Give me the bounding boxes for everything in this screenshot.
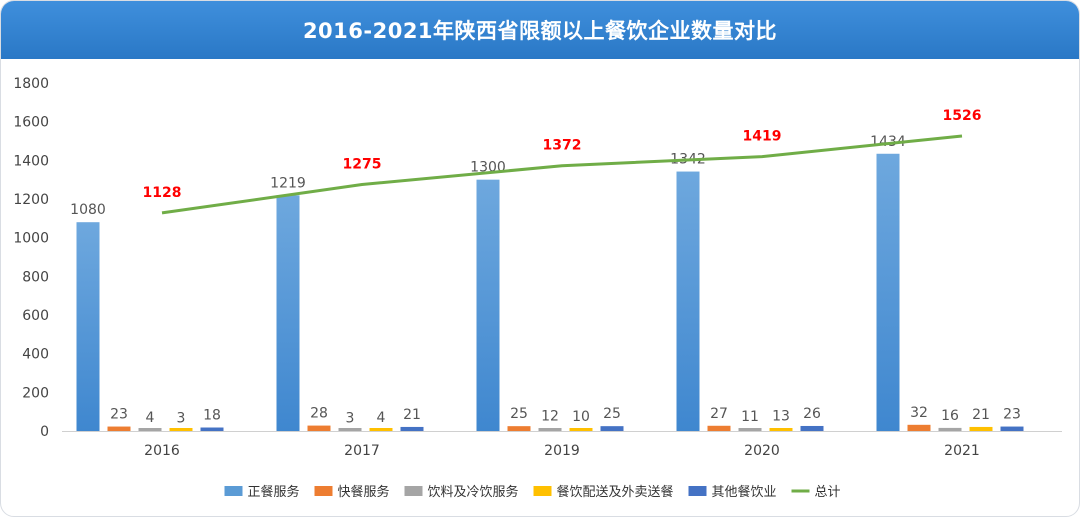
legend-label: 餐饮配送及外卖送餐 xyxy=(557,484,674,500)
bar-4 xyxy=(569,428,593,431)
bar-2 xyxy=(107,426,131,431)
bar-data-label: 21 xyxy=(972,407,990,423)
y-tick-label: 1000 xyxy=(13,231,49,247)
legend-swatch xyxy=(314,486,333,496)
bar-1 xyxy=(276,195,300,431)
bar-data-label: 1080 xyxy=(70,202,106,218)
bar-3 xyxy=(138,428,162,431)
y-tick-label: 400 xyxy=(22,347,49,363)
bar-1 xyxy=(876,153,900,431)
bar-data-label: 1219 xyxy=(270,175,306,191)
bar-3 xyxy=(538,428,562,431)
total-data-label: 1372 xyxy=(543,138,582,154)
legend-label: 快餐服务 xyxy=(338,484,390,500)
x-tick-label: 2020 xyxy=(744,443,780,459)
legend-swatch xyxy=(404,486,423,496)
total-data-label: 1275 xyxy=(343,157,382,173)
legend-swatch xyxy=(533,486,552,496)
bar-1 xyxy=(476,179,500,431)
bar-3 xyxy=(938,427,962,431)
chart-title-bar: 2016-2021年陕西省限额以上餐饮企业数量对比 xyxy=(1,1,1079,59)
bar-data-label: 25 xyxy=(603,406,621,422)
total-data-label: 1419 xyxy=(743,129,782,145)
bar-5 xyxy=(400,426,424,431)
total-data-label: 1526 xyxy=(943,108,982,124)
bar-5 xyxy=(600,426,624,431)
bar-2 xyxy=(507,426,531,431)
bar-data-label: 12 xyxy=(541,409,559,425)
bar-data-label: 23 xyxy=(1003,407,1021,423)
bar-5 xyxy=(200,427,224,431)
bar-data-label: 25 xyxy=(510,406,528,422)
bar-5 xyxy=(800,425,824,431)
bar-4 xyxy=(769,428,793,431)
legend-swatch xyxy=(688,486,707,496)
bar-4 xyxy=(169,428,193,431)
y-tick-label: 800 xyxy=(22,269,49,285)
legend-label: 其他餐饮业 xyxy=(712,484,777,500)
x-tick-label: 2017 xyxy=(344,443,380,459)
bar-data-label: 4 xyxy=(146,410,155,426)
bar-data-label: 26 xyxy=(803,406,821,422)
bar-data-label: 23 xyxy=(110,407,128,423)
bar-data-label: 3 xyxy=(177,410,186,426)
bar-data-label: 13 xyxy=(772,408,790,424)
bar-5 xyxy=(1000,426,1024,431)
bar-data-label: 28 xyxy=(310,406,328,422)
chart-title: 2016-2021年陕西省限额以上餐饮企业数量对比 xyxy=(302,19,778,43)
bar-data-label: 10 xyxy=(572,409,590,425)
bar-data-label: 4 xyxy=(377,410,386,426)
bar-data-label: 16 xyxy=(941,408,959,424)
x-tick-label: 2016 xyxy=(144,443,180,459)
y-tick-label: 1400 xyxy=(13,153,49,169)
bar-2 xyxy=(707,425,731,431)
bar-3 xyxy=(738,428,762,431)
legend-label: 正餐服务 xyxy=(248,484,300,500)
total-data-label: 1128 xyxy=(143,185,182,201)
bar-2 xyxy=(307,425,331,431)
y-tick-label: 1600 xyxy=(13,115,49,131)
legend-label: 总计 xyxy=(815,485,841,500)
bar-4 xyxy=(369,428,393,431)
bar-data-label: 11 xyxy=(741,409,759,425)
y-tick-label: 200 xyxy=(22,385,49,401)
bar-data-label: 27 xyxy=(710,406,728,422)
y-tick-label: 1200 xyxy=(13,192,49,208)
bar-3 xyxy=(338,428,362,431)
legend-label: 饮料及冷饮服务 xyxy=(428,484,519,500)
x-tick-label: 2021 xyxy=(944,443,980,459)
legend-swatch xyxy=(224,486,243,496)
bar-1 xyxy=(76,222,100,431)
bar-data-label: 21 xyxy=(403,407,421,423)
y-tick-label: 0 xyxy=(40,424,49,440)
y-tick-label: 600 xyxy=(22,308,49,324)
bar-1 xyxy=(676,171,700,431)
total-line xyxy=(161,134,963,215)
x-tick-label: 2019 xyxy=(544,443,580,459)
bar-4 xyxy=(969,426,993,431)
bar-data-label: 3 xyxy=(346,410,355,426)
bar-data-label: 18 xyxy=(203,408,221,424)
bar-2 xyxy=(907,424,931,431)
y-tick-label: 1800 xyxy=(13,76,49,92)
bar-data-label: 32 xyxy=(910,405,928,421)
